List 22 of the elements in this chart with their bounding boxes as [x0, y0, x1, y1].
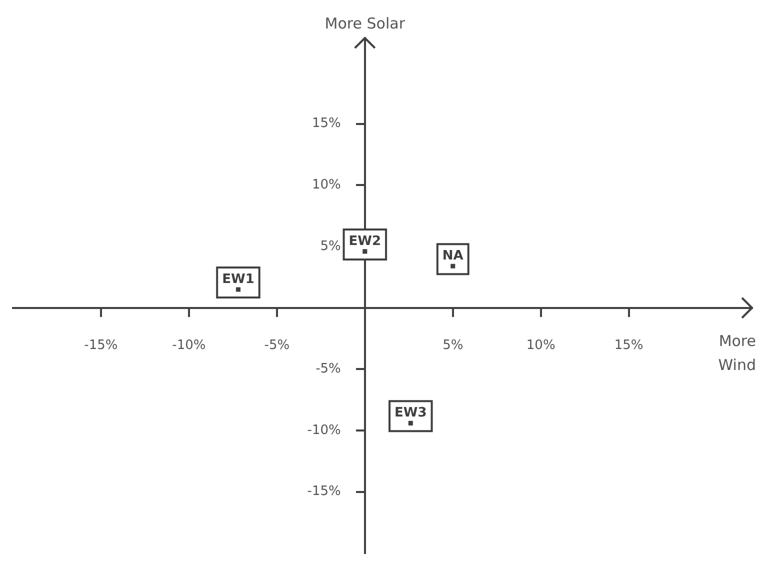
- y-tick-label: 10%: [312, 178, 341, 193]
- x-tick-label: 5%: [442, 338, 464, 354]
- series-label: EW2: [348, 234, 382, 249]
- y-tick-label: -15%: [307, 484, 341, 500]
- y-tick-label: -5%: [316, 362, 341, 377]
- x-tick-label: 10%: [526, 338, 556, 354]
- series-label: EW3: [394, 406, 427, 421]
- point: [450, 264, 456, 268]
- y-tick-label: 5%: [320, 238, 341, 254]
- point: [408, 420, 413, 426]
- x-tick-label: -15%: [84, 338, 118, 354]
- x-tick-label: -5%: [264, 338, 290, 354]
- series-label: NA: [442, 248, 464, 264]
- x-axis-title: More Wind: [718, 332, 756, 374]
- y-tick-label: -10%: [307, 422, 341, 438]
- x-tick-label: -10%: [172, 338, 206, 354]
- y-tick-label: 15%: [312, 116, 341, 132]
- point: [362, 249, 368, 254]
- point: [236, 287, 240, 292]
- y-axis-title: More Solar: [324, 14, 406, 32]
- series-label: EW1: [222, 272, 254, 287]
- x-tick-label: 15%: [614, 338, 644, 354]
